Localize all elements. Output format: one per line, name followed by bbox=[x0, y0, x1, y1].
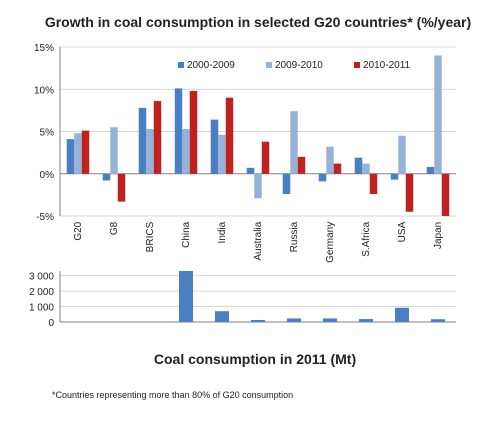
growth-category-label: China bbox=[181, 221, 192, 248]
consumption-chart: 0 1 000 2 000 3 000 bbox=[29, 271, 456, 329]
growth-category-label: BRICS bbox=[145, 221, 156, 252]
growth-bar bbox=[398, 135, 406, 174]
growth-bar bbox=[153, 101, 162, 174]
growth-category-label: Russia bbox=[289, 221, 300, 252]
growth-y-tick-label: -5% bbox=[36, 212, 54, 223]
growth-y-tick-label: 15% bbox=[34, 43, 54, 54]
growth-bar bbox=[138, 107, 147, 174]
growth-category-label: India bbox=[217, 221, 228, 243]
growth-bar bbox=[225, 97, 234, 174]
legend-label: 2000-2009 bbox=[187, 60, 235, 71]
growth-bar bbox=[426, 166, 435, 174]
consumption-y-tick-label: 3 000 bbox=[29, 272, 54, 283]
growth-category-label: S.Africa bbox=[361, 221, 372, 256]
growth-bar bbox=[441, 173, 450, 216]
growth-bar bbox=[218, 134, 226, 174]
growth-chart: -5% 0% 5% 10% 15% G20 G8 BRICS China India Austral… bbox=[34, 43, 456, 263]
growth-chart-title: Growth in coal consumption in selected G… bbox=[45, 14, 471, 30]
legend-swatch bbox=[266, 62, 272, 68]
growth-bar bbox=[354, 157, 363, 174]
growth-category-label: Germany bbox=[325, 222, 336, 263]
growth-bar bbox=[318, 173, 327, 182]
growth-bar bbox=[254, 173, 262, 199]
growth-y-tick-label: 10% bbox=[34, 85, 54, 96]
growth-category-label: Japan bbox=[433, 222, 444, 249]
growth-bar bbox=[66, 139, 75, 174]
growth-bar bbox=[102, 173, 111, 181]
legend-label: 2009-2010 bbox=[275, 60, 323, 71]
growth-bar bbox=[182, 128, 190, 174]
growth-bar bbox=[110, 127, 118, 174]
growth-bar bbox=[326, 146, 334, 174]
consumption-bar bbox=[431, 319, 445, 322]
growth-category-label: G20 bbox=[73, 221, 84, 240]
growth-bar bbox=[297, 156, 306, 174]
footnote: *Countries representing more than 80% of… bbox=[52, 390, 293, 400]
growth-bar bbox=[369, 173, 378, 195]
consumption-bar bbox=[287, 318, 301, 322]
growth-bar bbox=[390, 173, 399, 180]
growth-bar bbox=[434, 55, 442, 174]
growth-y-tick-label: 0% bbox=[40, 170, 55, 181]
growth-bar bbox=[282, 173, 291, 195]
growth-bar bbox=[210, 119, 219, 174]
consumption-chart-title: Coal consumption in 2011 (Mt) bbox=[154, 351, 356, 367]
growth-bar bbox=[246, 167, 255, 174]
consumption-y-tick-label: 1 000 bbox=[29, 303, 54, 314]
consumption-bar bbox=[323, 318, 337, 322]
consumption-bar bbox=[215, 311, 229, 322]
growth-bar bbox=[261, 141, 270, 174]
consumption-bar bbox=[395, 307, 409, 322]
growth-y-tick-label: 5% bbox=[40, 128, 55, 139]
growth-bar bbox=[405, 173, 414, 212]
growth-bar bbox=[174, 88, 183, 174]
consumption-bar bbox=[179, 271, 193, 322]
legend-swatch bbox=[178, 62, 184, 68]
consumption-bar bbox=[359, 319, 373, 322]
growth-bar bbox=[290, 111, 298, 174]
growth-bar bbox=[81, 130, 90, 174]
growth-bar bbox=[333, 163, 342, 174]
growth-category-label: Australia bbox=[253, 221, 264, 260]
legend-swatch bbox=[354, 62, 360, 68]
growth-category-label: USA bbox=[397, 221, 408, 242]
growth-bar bbox=[189, 90, 198, 174]
consumption-y-tick-label: 2 000 bbox=[29, 287, 54, 298]
consumption-bar bbox=[251, 319, 265, 322]
growth-bar bbox=[117, 173, 126, 202]
growth-bar bbox=[74, 133, 82, 174]
consumption-y-tick-label: 0 bbox=[48, 318, 54, 329]
growth-bar bbox=[146, 128, 154, 174]
legend-label: 2010-2011 bbox=[363, 60, 411, 71]
growth-category-label: G8 bbox=[109, 221, 120, 235]
growth-bar bbox=[362, 163, 370, 174]
